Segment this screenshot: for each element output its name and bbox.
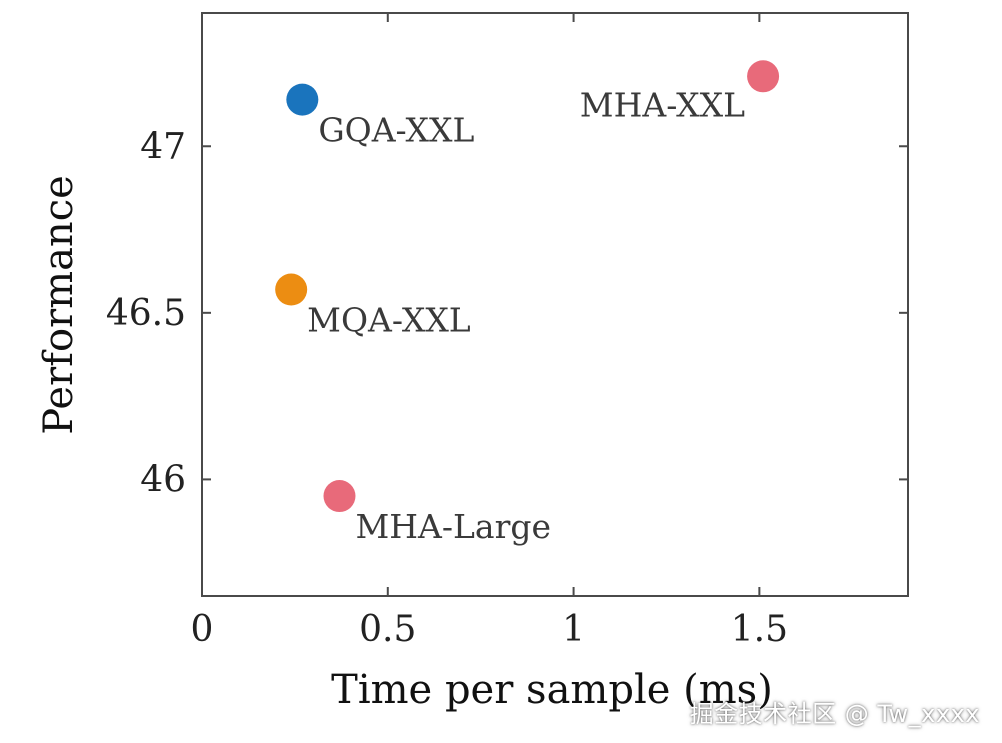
- point-label: MHA-Large: [355, 507, 551, 546]
- y-axis-label: Performance: [36, 175, 82, 435]
- point-label: MHA-XXL: [580, 85, 745, 124]
- plot-frame: [201, 12, 909, 597]
- x-tick-label: 1.5: [731, 609, 788, 650]
- scatter-point: [323, 480, 356, 513]
- y-tick-label: 46: [140, 459, 186, 500]
- point-label: MQA-XXL: [307, 301, 471, 340]
- point-label: GQA-XXL: [318, 111, 474, 150]
- scatter-point: [747, 60, 780, 93]
- x-tick-label: 1: [562, 609, 585, 650]
- scatter-point: [275, 273, 308, 306]
- x-axis-label: Time per sample (ms): [331, 667, 773, 713]
- y-tick-label: 47: [140, 126, 186, 167]
- x-tick-label: 0: [191, 609, 214, 650]
- scatter-point: [286, 83, 319, 116]
- watermark: 掘金技术社区 @ Tw_xxxx: [689, 700, 980, 728]
- x-tick-label: 0.5: [359, 609, 416, 650]
- y-tick-label: 46.5: [106, 293, 186, 334]
